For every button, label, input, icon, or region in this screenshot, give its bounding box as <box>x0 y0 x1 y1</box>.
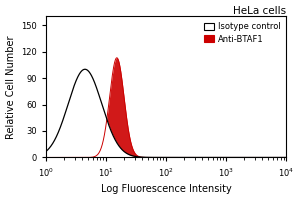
Legend: Isotype control, Anti-BTAF1: Isotype control, Anti-BTAF1 <box>203 21 282 45</box>
X-axis label: Log Fluorescence Intensity: Log Fluorescence Intensity <box>101 184 232 194</box>
Text: HeLa cells: HeLa cells <box>233 6 286 16</box>
Y-axis label: Relative Cell Number: Relative Cell Number <box>6 35 16 139</box>
